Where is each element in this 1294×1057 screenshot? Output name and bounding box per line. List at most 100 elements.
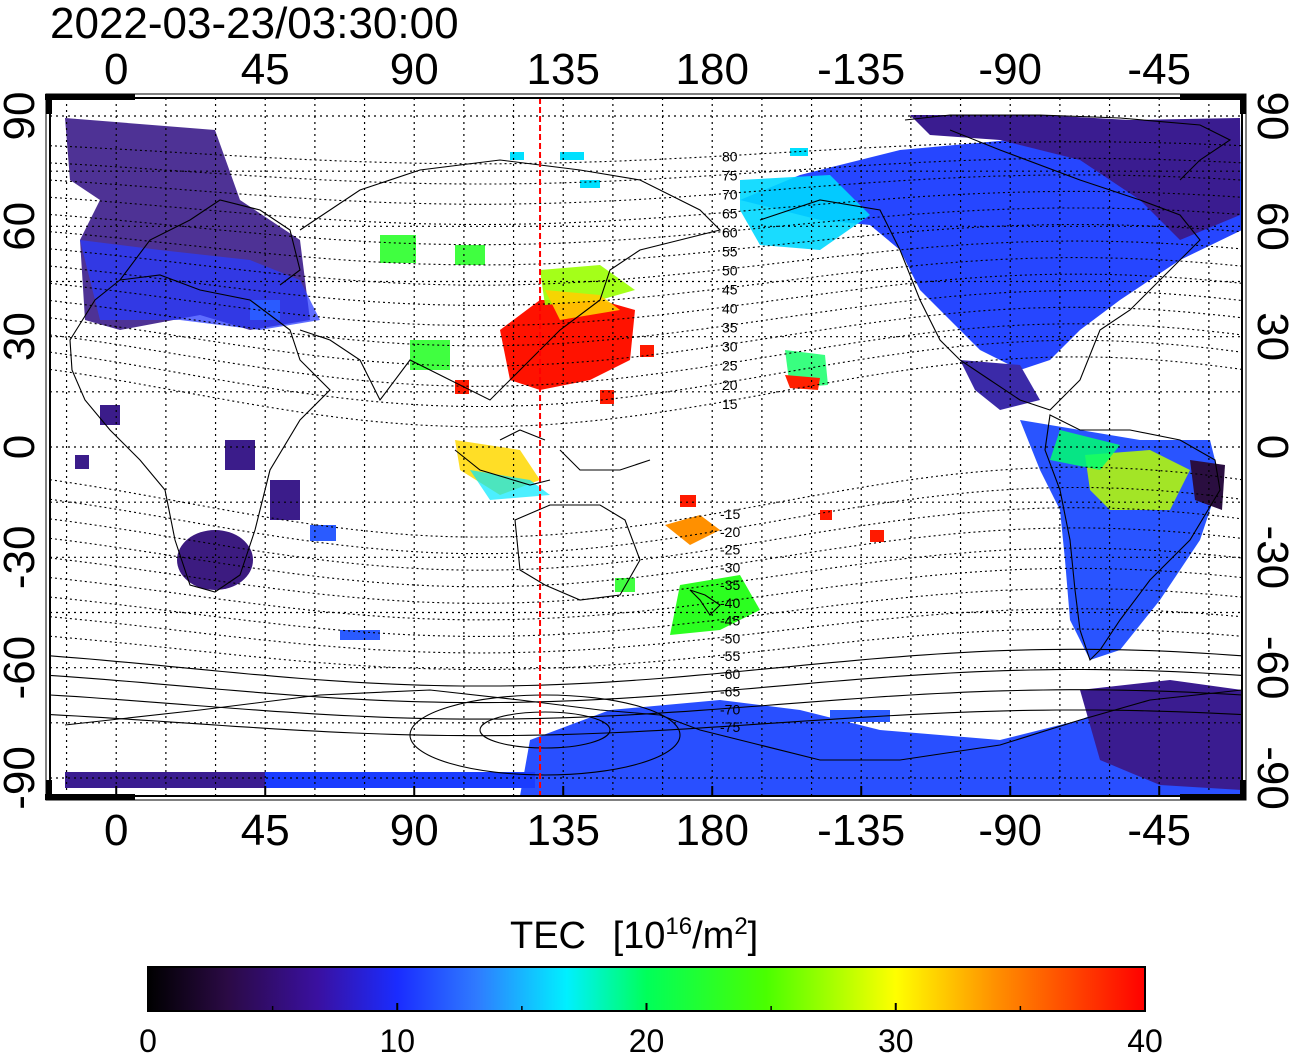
mag-lat-label: 35 xyxy=(722,320,738,336)
lon-tick-label-bottom: 90 xyxy=(390,806,439,855)
lat-lon-grid xyxy=(50,98,1242,796)
magnetic-latitude-line xyxy=(50,648,1242,687)
magnetic-latitude-line xyxy=(50,157,1242,185)
lon-tick-label-top: -135 xyxy=(817,45,905,94)
mag-lat-label: -35 xyxy=(720,577,740,593)
mag-lat-label: 65 xyxy=(722,206,738,222)
colorbar-tick-label: 10 xyxy=(379,1023,415,1057)
lon-tick-label-bottom: 45 xyxy=(241,806,290,855)
magnetic-latitude-line xyxy=(50,466,1242,538)
colorbar-tick-label: 0 xyxy=(139,1023,157,1057)
lat-tick-label-right: -30 xyxy=(1248,526,1294,590)
magnetic-latitude-line xyxy=(50,273,1242,327)
magnetic-latitude-line xyxy=(50,174,1242,205)
lon-tick-label-bottom: -135 xyxy=(817,806,905,855)
right-latitude-axis: 90 60 30 0 -30 -60 -90 xyxy=(1248,92,1294,810)
magnetic-latitude-line xyxy=(50,567,1242,621)
mag-lat-label: -50 xyxy=(720,630,740,646)
colorbar-title: TEC [1016/m2] xyxy=(510,913,758,957)
magnetic-pole-contour xyxy=(409,694,681,776)
magnetic-latitude-line xyxy=(50,223,1242,266)
colorbar-tick-label: 30 xyxy=(878,1023,914,1057)
mag-lat-label: 20 xyxy=(722,377,738,393)
lat-tick-label-left: -90 xyxy=(0,746,44,810)
mag-lat-label: -55 xyxy=(720,648,740,664)
magnetic-latitude-line xyxy=(50,323,1242,387)
magnetic-latitude-line xyxy=(50,628,1242,671)
magnetic-latitude-line xyxy=(50,709,1242,737)
lat-tick-label-left: 30 xyxy=(0,312,44,361)
lon-tick-label-top: 45 xyxy=(241,45,290,94)
lat-tick-label-left: 90 xyxy=(0,92,44,141)
mag-lat-label: -40 xyxy=(720,595,740,611)
magnetic-latitude-line xyxy=(50,339,1242,408)
mag-lat-label: -15 xyxy=(720,506,740,522)
magnetic-latitude-line xyxy=(50,290,1242,347)
mag-lat-label: -70 xyxy=(720,701,740,717)
lon-tick-label-top: 180 xyxy=(676,45,749,94)
magnetic-latitude-line xyxy=(50,141,1242,165)
lat-tick-label-left: -60 xyxy=(0,636,44,700)
frame-edge-bars xyxy=(45,94,1246,800)
magnetic-latitude-line xyxy=(50,668,1242,704)
lon-tick-label-bottom: 135 xyxy=(527,806,600,855)
mag-lat-label: 60 xyxy=(722,225,738,241)
lon-tick-label-bottom: 0 xyxy=(104,806,128,855)
map-panel xyxy=(50,98,1242,796)
magnetic-latitude-line xyxy=(50,356,1242,428)
outer-frame xyxy=(45,93,1247,801)
bottom-longitude-axis: 0 45 90 135 180 -135 -90 -45 xyxy=(104,786,1191,855)
mag-lat-label: -30 xyxy=(720,559,740,575)
mag-lat-label: -20 xyxy=(720,524,740,540)
lon-tick-label-bottom: -45 xyxy=(1127,806,1191,855)
lon-tick-label-top: 90 xyxy=(390,45,439,94)
lon-tick-label-top: -45 xyxy=(1127,45,1191,94)
colorbar-ticks: 0 10 20 30 40 xyxy=(139,1003,1163,1057)
mag-lat-label: 75 xyxy=(722,168,738,184)
lon-tick-label-top: 135 xyxy=(527,45,600,94)
magnetic-latitude-line xyxy=(50,527,1242,588)
mag-lat-label: 50 xyxy=(722,263,738,279)
mag-lat-label: -65 xyxy=(720,684,740,700)
magnetic-latitude-line xyxy=(50,486,1242,555)
magnetic-latitude-contours xyxy=(50,141,1242,776)
magnetic-latitude-line xyxy=(50,207,1242,246)
magnetic-latitude-labels: 80 75 70 65 60 55 50 45 40 35 30 25 20 15 -15 -20 -25-30… xyxy=(720,149,740,736)
magnetic-latitude-line xyxy=(50,588,1242,637)
lat-tick-label-right: 0 xyxy=(1248,435,1294,459)
colorbar-tick-label: 20 xyxy=(629,1023,665,1057)
lon-tick-label-bottom: -90 xyxy=(978,806,1042,855)
lat-tick-label-left: 60 xyxy=(0,202,44,251)
mag-lat-label: 40 xyxy=(722,301,738,317)
map-frame xyxy=(49,97,1243,797)
magnetic-latitude-line xyxy=(50,547,1242,604)
lat-tick-label-left: 0 xyxy=(0,435,44,459)
lat-tick-label-right: 60 xyxy=(1248,202,1294,251)
coastlines xyxy=(64,114,1242,761)
mag-lat-label: 45 xyxy=(722,282,738,298)
lat-tick-label-right: -60 xyxy=(1248,636,1294,700)
magnetic-latitude-line xyxy=(50,190,1242,226)
magnetic-latitude-line xyxy=(50,257,1242,306)
mag-lat-label: -45 xyxy=(720,613,740,629)
mag-lat-label: 30 xyxy=(722,339,738,355)
mag-lat-label: 80 xyxy=(722,149,738,165)
mag-lat-label: 55 xyxy=(722,244,738,260)
lon-tick-label-bottom: 180 xyxy=(676,806,749,855)
colorbar-tick-label: 40 xyxy=(1127,1023,1163,1057)
mag-lat-label: 25 xyxy=(722,358,738,374)
lat-tick-label-right: 90 xyxy=(1248,92,1294,141)
lat-tick-label-right: -90 xyxy=(1248,746,1294,810)
mag-lat-label: 15 xyxy=(722,396,738,412)
mag-lat-label: 70 xyxy=(722,187,738,203)
top-longitude-axis: 0 45 90 135 180 -135 -90 -45 xyxy=(104,45,1191,108)
lon-tick-label-top: -90 xyxy=(978,45,1042,94)
lon-tick-label-top: 0 xyxy=(104,45,128,94)
lat-tick-label-right: 30 xyxy=(1248,312,1294,361)
magnetic-latitude-line xyxy=(50,306,1242,367)
mag-lat-label: -60 xyxy=(720,666,740,682)
lat-tick-label-left: -30 xyxy=(0,526,44,590)
magnetic-pole-contour xyxy=(479,711,611,749)
mag-lat-label: -25 xyxy=(720,542,740,558)
